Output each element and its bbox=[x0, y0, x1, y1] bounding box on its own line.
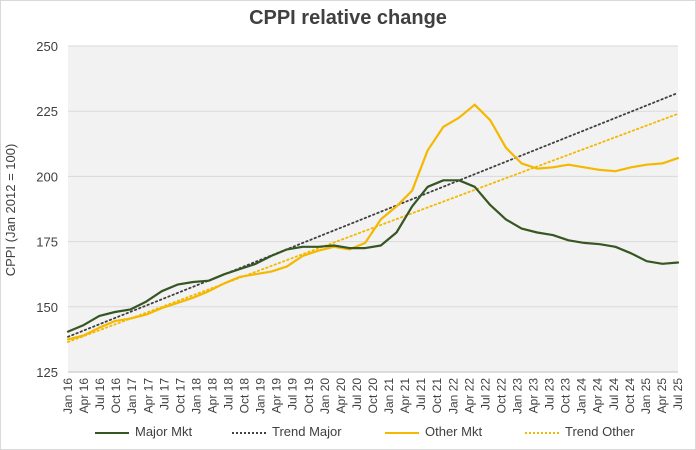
x-tick-label: Jul 23 bbox=[543, 378, 557, 410]
y-tick-label: 250 bbox=[36, 39, 58, 54]
x-tick-label: Oct 16 bbox=[109, 378, 123, 414]
y-axis-label-wrap: CPPI (Jan 2012 = 100) bbox=[3, 144, 18, 277]
x-tick-label: Jan 16 bbox=[61, 378, 75, 414]
y-tick-label: 150 bbox=[36, 300, 58, 315]
x-tick-label: Apr 22 bbox=[462, 378, 476, 414]
x-tick-label: Jul 16 bbox=[93, 378, 107, 410]
series-line-trend-other bbox=[67, 112, 679, 343]
x-tick-label: Apr 16 bbox=[77, 378, 91, 414]
x-tick-label: Apr 23 bbox=[527, 378, 541, 414]
x-tick-label: Apr 21 bbox=[398, 378, 412, 414]
x-tick-label: Jul 24 bbox=[607, 378, 621, 410]
x-tick-label: Jul 21 bbox=[414, 378, 428, 410]
x-tick-label: Jan 23 bbox=[510, 378, 524, 414]
x-tick-label: Jul 17 bbox=[157, 378, 171, 410]
x-tick-label: Oct 24 bbox=[623, 378, 637, 414]
y-tick-label: 200 bbox=[36, 169, 58, 184]
legend-label-trend-other: Trend Other bbox=[565, 424, 635, 439]
x-tick-label: Jan 17 bbox=[125, 378, 139, 414]
legend-label-major-mkt: Major Mkt bbox=[135, 424, 193, 439]
legend-swatch-trend-major bbox=[232, 432, 266, 434]
x-tick-label: Apr 25 bbox=[655, 378, 669, 414]
x-tick-label: Jan 19 bbox=[254, 378, 268, 414]
y-axis-label: CPPI (Jan 2012 = 100) bbox=[3, 144, 18, 277]
y-tick-label: 125 bbox=[36, 365, 58, 380]
y-tick-label: 225 bbox=[36, 104, 58, 119]
x-tick-label: Apr 19 bbox=[270, 378, 284, 414]
legend-swatch-other-mkt bbox=[385, 432, 419, 434]
x-tick-label: Oct 22 bbox=[494, 378, 508, 414]
y-tick-label: 175 bbox=[36, 235, 58, 250]
x-tick-label: Jul 22 bbox=[478, 378, 492, 410]
legend: Major Mkt Trend Major Other Mkt Trend Ot… bbox=[0, 424, 696, 442]
x-tick-label: Jul 20 bbox=[350, 378, 364, 410]
x-tick-label: Jan 24 bbox=[575, 378, 589, 414]
series-line-major-mkt bbox=[66, 179, 680, 333]
x-tick-label: Oct 19 bbox=[302, 378, 316, 414]
x-tick-label: Apr 20 bbox=[334, 378, 348, 414]
x-tick-label: Oct 23 bbox=[559, 378, 573, 414]
legend-swatch-major-mkt bbox=[95, 432, 129, 434]
x-tick-label: Oct 18 bbox=[238, 378, 252, 414]
x-tick-label: Jan 21 bbox=[382, 378, 396, 414]
x-tick-label: Oct 21 bbox=[430, 378, 444, 414]
plot-area bbox=[68, 46, 678, 372]
x-tick-label: Jan 25 bbox=[639, 378, 653, 414]
series-line-trend-major bbox=[67, 92, 679, 338]
x-tick-label: Jul 18 bbox=[222, 378, 236, 410]
x-tick-label: Jan 20 bbox=[318, 378, 332, 414]
x-tick-label: Apr 17 bbox=[141, 378, 155, 414]
series-line-other-mkt bbox=[66, 103, 680, 341]
x-tick-label: Jul 25 bbox=[671, 378, 685, 410]
legend-swatch-trend-other bbox=[525, 432, 559, 434]
x-tick-label: Apr 18 bbox=[205, 378, 219, 414]
legend-label-trend-major: Trend Major bbox=[272, 424, 342, 439]
legend-label-other-mkt: Other Mkt bbox=[425, 424, 483, 439]
x-tick-label: Oct 17 bbox=[173, 378, 187, 414]
x-tick-label: Oct 20 bbox=[366, 378, 380, 414]
x-tick-label: Apr 24 bbox=[591, 378, 605, 414]
x-tick-label: Jan 18 bbox=[189, 378, 203, 414]
x-tick-label: Jan 22 bbox=[446, 378, 460, 414]
chart-title: CPPI relative change bbox=[249, 7, 447, 29]
x-tick-label: Jul 19 bbox=[286, 378, 300, 410]
